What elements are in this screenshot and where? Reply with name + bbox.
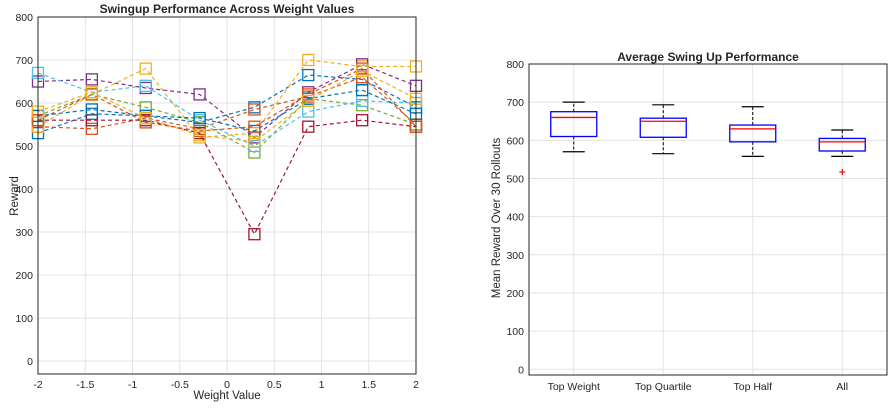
box-2 [639,104,687,155]
series-line [37,74,417,134]
series-line [38,119,417,236]
data-point-marker [355,64,369,77]
interquartile-box [639,117,687,138]
grid-lines [37,16,417,374]
y-tick-label: 300 [506,250,524,262]
box-3 [729,106,777,157]
x-tick-label: Top Quartile [635,381,692,393]
line-chart-weight-values: -2 -1.5 -1 -0.5 0 0.5 1 1.5 2 0 100 200 300 400 500 60… [9,2,423,402]
y-tick-label: 800 [506,59,524,71]
y-tick-label: 400 [15,184,33,196]
y-tick-label: 700 [15,55,33,67]
series-line [37,72,417,147]
y-tick-label: 0 [27,356,33,368]
x-tick-label: All [836,381,848,393]
y-tick-label: 600 [506,135,524,147]
y-tick-label: 800 [15,12,33,24]
x-tick-labels: Top Weight Top Quartile Top Half All [548,381,849,393]
series-line [37,63,417,139]
x-tick-label: -0.5 [171,379,189,391]
y-tick-label: 500 [506,173,524,185]
x-tick-label: -1.5 [76,379,94,391]
x-tick-label: 2 [413,379,419,391]
data-point-marker [248,135,261,148]
data-point-marker [139,79,152,92]
data-point-marker [248,228,261,241]
chart-title: Swingup Performance Across Weight Values [100,2,355,16]
x-tick-labels: -2 -1.5 -1 -0.5 0 0.5 1 1.5 2 [33,379,419,391]
x-tick-label: Top Weight [548,381,600,393]
data-point-marker [193,129,206,142]
y-tick-label: 300 [15,227,33,239]
series-line [37,59,416,139]
y-tick-labels: 0 100 200 300 400 500 600 700 800 [15,12,33,368]
y-tick-label: 700 [506,97,524,109]
outlier-marker [839,168,846,175]
series-line [37,89,417,132]
interquartile-box [550,111,598,138]
data-point-marker [355,114,369,127]
data-point-marker [85,73,99,86]
y-tick-label: 500 [15,141,33,153]
y-tick-label: 100 [15,313,33,325]
y-axis-label: Mean Reward Over 30 Rollouts [491,138,503,299]
data-point-marker [302,68,315,82]
x-tick-label: -2 [33,379,42,391]
x-tick-label: 0.5 [267,379,282,391]
y-tick-label: 400 [506,212,524,224]
data-point-marker [248,120,261,133]
plot-frame [37,16,417,375]
data-point-marker [302,94,315,108]
x-tick-label: 1.5 [361,379,376,391]
data-point-marker [193,88,206,101]
y-tick-label: 200 [15,270,33,282]
y-tick-label: 100 [506,326,524,338]
data-point-marker [302,53,315,67]
boxes-group [550,101,866,175]
data-point-marker [139,111,152,125]
y-axis-label: Reward [9,176,21,216]
x-tick-label: 1 [319,379,325,391]
data-point-marker [355,83,369,97]
data-point-marker [302,88,315,101]
series-line [37,93,417,154]
y-tick-label: 600 [15,98,33,110]
plot-frame [528,63,888,376]
x-axis-label: Weight Value [193,390,260,402]
data-point-marker [85,122,99,135]
data-point-marker [302,120,315,133]
chart-title: Average Swing Up Performance [617,50,799,64]
data-point-marker [248,103,261,116]
data-point-marker [85,86,99,99]
series-line [37,76,417,130]
data-point-marker [85,103,99,116]
interquartile-box [818,137,866,152]
x-tick-label: Top Half [733,381,772,393]
box-plot-swing-up: Top Weight Top Quartile Top Half All 0 100 20… [491,50,888,393]
data-point-marker [139,62,152,75]
box-1 [550,101,598,153]
data-point-marker [302,105,315,118]
y-tick-label: 0 [518,364,524,376]
grid-lines [529,63,887,375]
x-tick-label: -1 [128,379,137,391]
data-point-marker [193,111,206,125]
interquartile-box [729,124,777,143]
box-4 [818,129,866,175]
y-tick-labels: 0 100 200 300 400 500 600 700 800 [506,59,524,376]
y-tick-label: 200 [506,288,524,300]
x-tick-label: 0 [224,379,230,391]
